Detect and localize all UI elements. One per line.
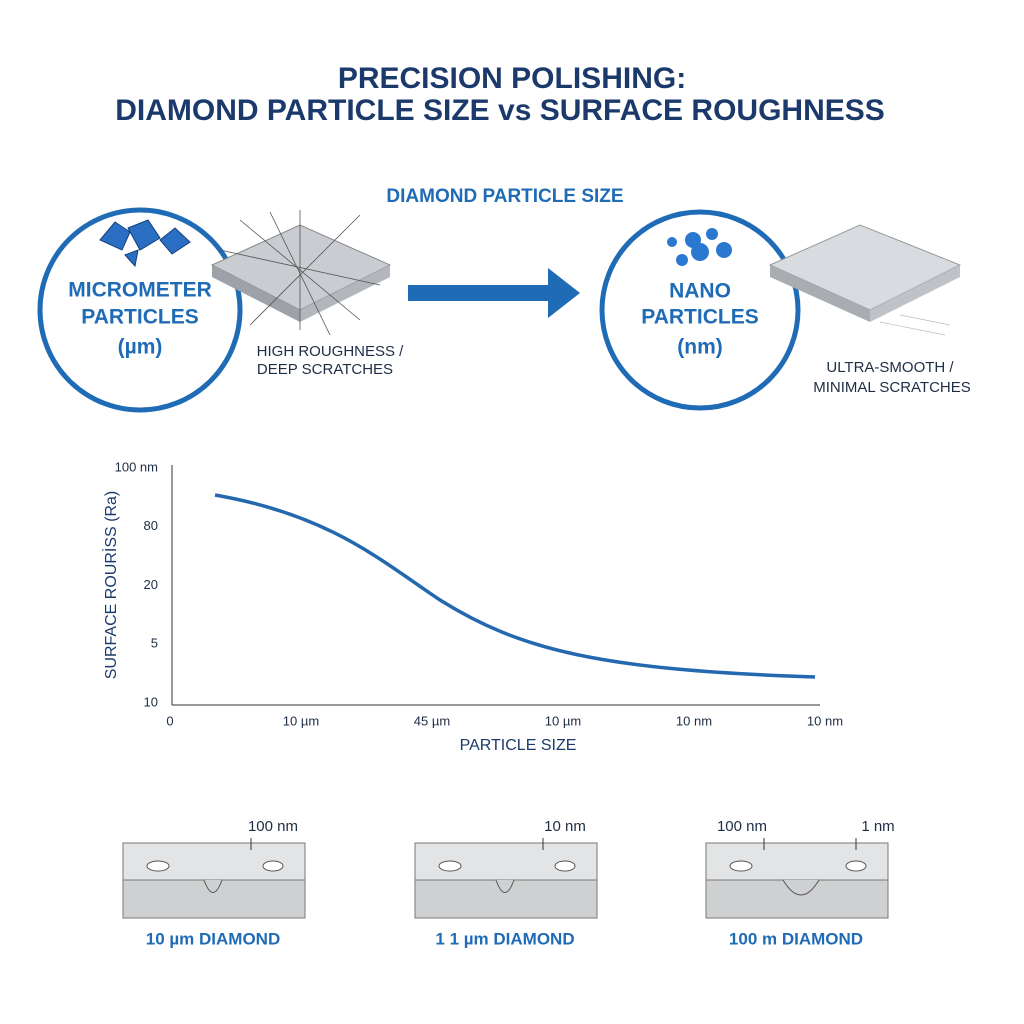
y-tick-label: 100 nm: [115, 459, 158, 474]
x-label: PARTICLE SIZE: [460, 737, 577, 754]
particle: [146, 860, 170, 872]
arrow: [408, 268, 580, 318]
x-tick-label: 10 µm: [283, 713, 319, 728]
particle: [845, 860, 867, 872]
scale-label: 1 nm: [861, 818, 894, 835]
rough-plate: [210, 210, 392, 336]
scale-label: 10 nm: [544, 818, 586, 835]
curve: [214, 493, 816, 679]
heading: DIAMOND PARTICLE SIZE: [386, 186, 623, 207]
particle: [554, 860, 576, 872]
circle: [599, 209, 801, 411]
scale-label: 100 nm: [717, 818, 767, 835]
scratch: [782, 879, 820, 896]
label: PARTICLES: [81, 306, 198, 329]
caption: ULTRA-SMOOTH /: [826, 359, 954, 376]
title: DIAMOND PARTICLE SIZE vs SURFACE ROUGHNE…: [115, 94, 885, 127]
circle: [37, 207, 243, 413]
particle: [729, 860, 753, 872]
scratch: [495, 879, 515, 893]
panel-caption: 10 µm DIAMOND: [146, 929, 280, 948]
y-tick-label: 5: [151, 636, 158, 651]
y-tick-label: 80: [144, 518, 158, 533]
label: PARTICLES: [641, 306, 758, 329]
caption: MINIMAL SCRATCHES: [813, 379, 971, 396]
y-tick-label: 20: [144, 577, 158, 592]
x-tick-label: 10 nm: [676, 713, 712, 728]
scratch: [203, 879, 223, 893]
label: MICROMETER: [68, 279, 212, 302]
y-tick-label: 10: [144, 694, 158, 709]
panel-caption: 100 m DIAMOND: [729, 929, 863, 948]
smooth-plate: [768, 224, 962, 336]
caption: DEEP SCRATCHES: [257, 361, 393, 378]
particle: [262, 860, 284, 872]
scale-label: 100 nm: [248, 818, 298, 835]
x-tick-label: 45 µm: [414, 713, 450, 728]
dots: [667, 228, 732, 266]
caption: HIGH ROUGHNESS /: [257, 343, 405, 360]
label: (nm): [677, 336, 723, 359]
label: (µm): [118, 336, 163, 359]
label: NANO: [669, 280, 731, 303]
crystals: [99, 219, 191, 268]
panel-caption: 1 1 µm DIAMOND: [435, 929, 574, 948]
particle: [438, 860, 462, 872]
x-tick-label: 10 nm: [807, 713, 843, 728]
y-label: SURFACE ROURİSS (Ra): [101, 491, 120, 679]
x-tick-label: 0: [166, 713, 173, 728]
x-tick-label: 10 µm: [545, 713, 581, 728]
title: PRECISION POLISHING:: [338, 62, 686, 95]
